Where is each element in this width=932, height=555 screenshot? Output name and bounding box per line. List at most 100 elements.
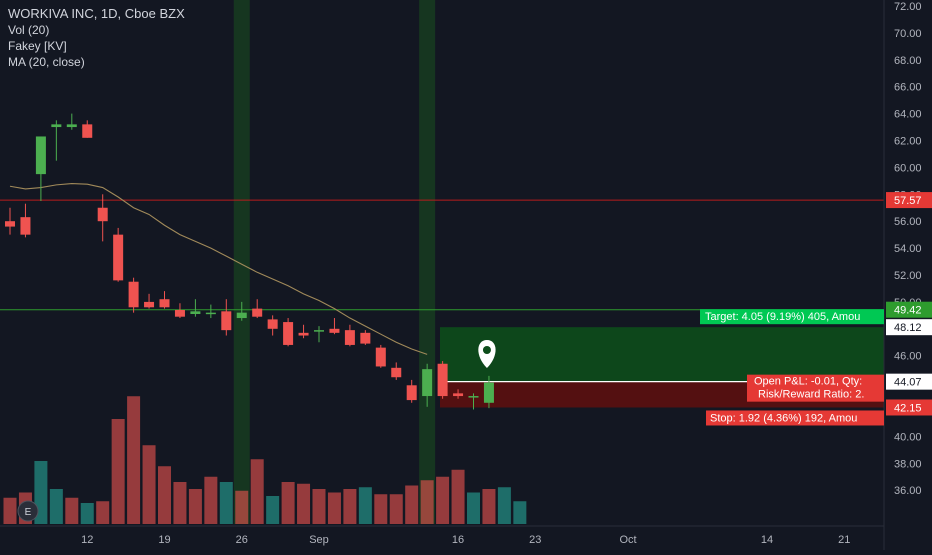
candle xyxy=(483,375,494,409)
stop-label: Stop: 1.92 (4.36%) 192, Amou xyxy=(710,412,857,424)
volume-bar xyxy=(374,494,388,524)
symbol-title[interactable]: WORKIVA INC, 1D, Cboe BZX xyxy=(8,6,185,21)
candle-body xyxy=(267,319,278,329)
volume-bar xyxy=(327,492,341,524)
volume-bar xyxy=(358,487,372,524)
price-tick-label: 68.00 xyxy=(894,55,922,67)
pnl-label-badge xyxy=(747,374,884,402)
volume-bar xyxy=(405,485,419,524)
candle xyxy=(329,318,340,335)
candle-body xyxy=(483,382,494,403)
earnings-event-icon xyxy=(17,500,39,522)
candle xyxy=(5,207,15,235)
price-tick-label: 66.00 xyxy=(894,82,922,94)
price-tick-label: 64.00 xyxy=(894,109,922,121)
candle xyxy=(252,299,263,319)
volume-bar xyxy=(49,489,63,524)
candle xyxy=(35,136,46,202)
candle xyxy=(51,120,62,161)
candle xyxy=(144,293,155,309)
volume-bar xyxy=(389,494,403,524)
candle-body xyxy=(314,330,324,332)
candle-body xyxy=(174,309,185,317)
price-marker-label: 42.15 xyxy=(894,402,922,414)
target-zone xyxy=(440,327,884,382)
earnings-event-label: E xyxy=(25,507,32,518)
price-marker-label: 48.12 xyxy=(894,322,922,334)
candle-body xyxy=(128,281,139,308)
candle-body xyxy=(344,330,355,345)
price-tick-label: 54.00 xyxy=(894,243,922,255)
volume-bar xyxy=(266,496,280,524)
candle-body xyxy=(375,347,386,367)
volume-bar xyxy=(3,497,17,524)
target-label: Target: 4.05 (9.19%) 405, Amou xyxy=(705,311,860,323)
price-marker-label: 49.42 xyxy=(894,305,922,317)
indicator-fakey[interactable]: Fakey [KV] xyxy=(8,39,67,53)
chart-legend: WORKIVA INC, 1D, Cboe BZX Vol (20) Fakey… xyxy=(8,6,185,70)
date-tick-label: 16 xyxy=(452,534,464,546)
price-marker-badge xyxy=(886,399,932,416)
candle xyxy=(422,363,433,407)
date-tick-label: 26 xyxy=(236,534,248,546)
volume-bar xyxy=(80,503,94,524)
date-tick-label: Sep xyxy=(309,534,329,546)
indicator-ma[interactable]: MA (20, close) xyxy=(8,55,85,69)
date-tick-label: 19 xyxy=(158,534,170,546)
candle xyxy=(82,120,93,138)
price-marker-badge xyxy=(886,192,932,209)
volume-bar xyxy=(436,476,450,524)
volume-bar xyxy=(497,487,511,524)
candle xyxy=(468,393,479,410)
candle xyxy=(174,303,185,319)
candle xyxy=(298,324,309,339)
candle-body xyxy=(5,221,15,227)
price-tick-label: 70.00 xyxy=(894,28,922,40)
candle-body xyxy=(422,369,433,397)
price-tick-label: 72.00 xyxy=(894,1,922,13)
candle-body xyxy=(144,301,155,308)
location-pin-hole xyxy=(482,346,491,354)
volume-bar xyxy=(343,489,357,524)
date-tick-label: 21 xyxy=(838,534,850,546)
candle-body xyxy=(221,311,232,331)
volume-bar xyxy=(451,469,465,524)
price-tick-label: 38.00 xyxy=(894,458,922,470)
volume-bar xyxy=(297,483,311,524)
price-tick-label: 60.00 xyxy=(894,162,922,174)
volume-bar xyxy=(467,492,480,524)
volume-bar xyxy=(219,482,233,524)
candle xyxy=(375,344,386,368)
volume-bar xyxy=(188,489,202,524)
open-pnl-label: Open P&L: -0.01, Qty: xyxy=(754,376,862,388)
candle-body xyxy=(298,332,309,336)
price-marker-badge xyxy=(886,319,932,336)
candle-body xyxy=(437,363,448,397)
volume-bar xyxy=(250,459,264,524)
candle-body xyxy=(190,311,201,315)
price-marker-label: 57.57 xyxy=(894,195,922,207)
price-tick-label: 56.00 xyxy=(894,216,922,228)
volume-bar xyxy=(127,396,141,524)
volume-bar xyxy=(513,501,527,524)
price-marker-badge xyxy=(886,373,932,390)
candle-body xyxy=(82,124,93,138)
candle xyxy=(344,324,355,347)
candle-body xyxy=(453,393,464,397)
candle xyxy=(190,299,201,317)
price-marker-label: 44.07 xyxy=(894,377,922,389)
candle-body xyxy=(283,322,294,345)
price-tick-label: 62.00 xyxy=(894,136,922,148)
indicator-volume[interactable]: Vol (20) xyxy=(8,23,50,37)
candle-body xyxy=(51,124,62,128)
candle xyxy=(20,203,31,238)
moving-average-line xyxy=(9,182,428,355)
candle xyxy=(391,362,402,380)
price-marker-badge xyxy=(886,301,932,318)
volume-bar xyxy=(111,419,125,524)
candle xyxy=(406,379,417,403)
candle-body xyxy=(468,396,479,398)
signal-highlight-column xyxy=(419,0,436,524)
